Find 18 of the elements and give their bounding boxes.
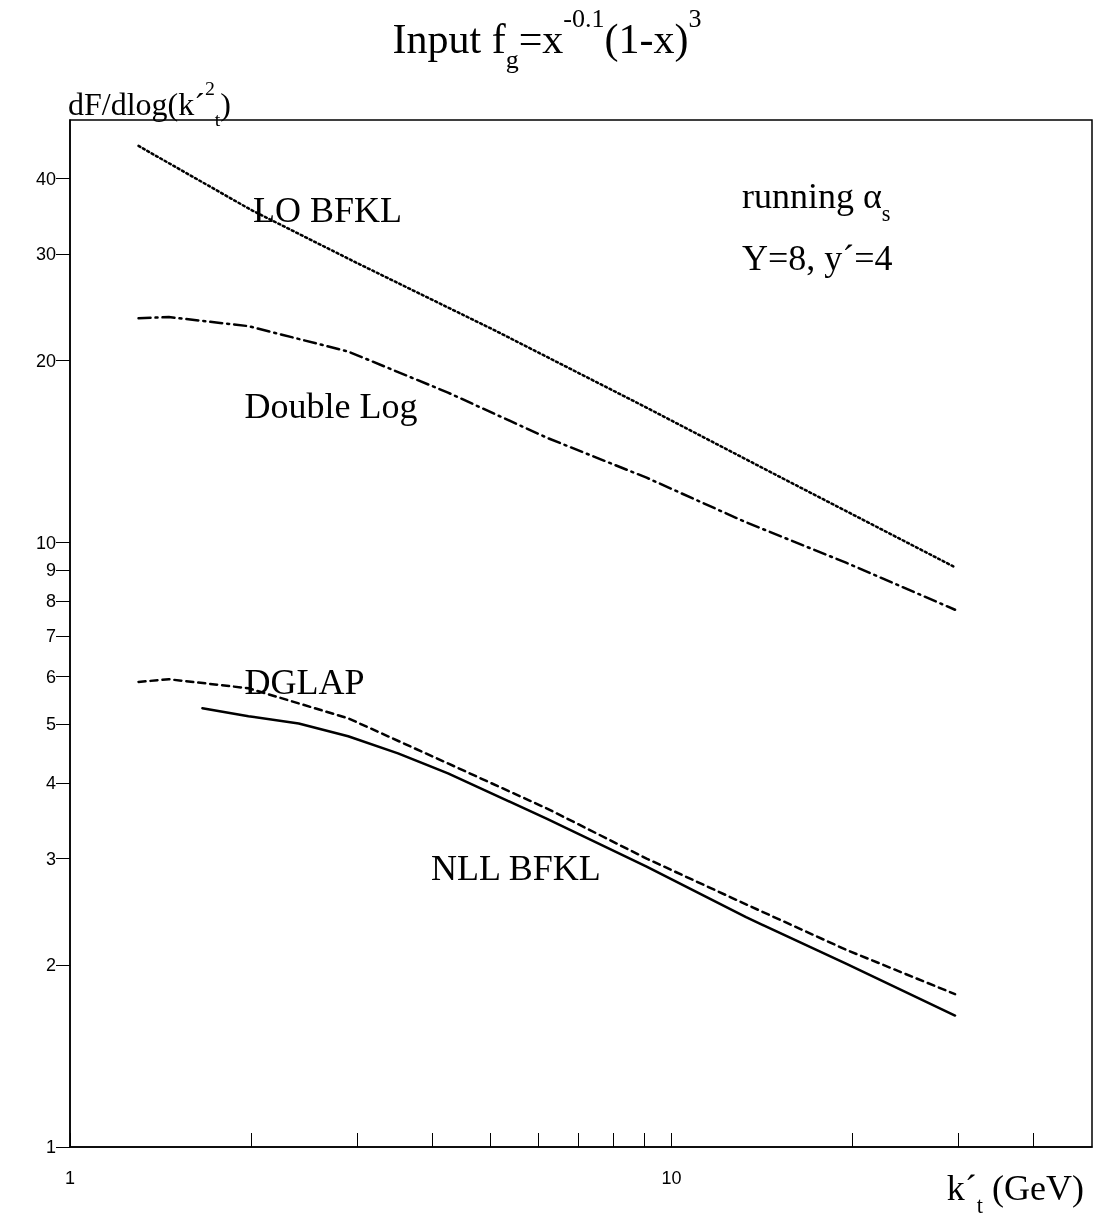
y-tick-label: 7	[45, 626, 56, 647]
y-tick-label: 4	[45, 773, 56, 794]
y-tick-label: 10	[35, 532, 56, 553]
y-tick-label: 2	[45, 955, 56, 976]
series-label: DGLAP	[244, 662, 365, 703]
y-tick-label: 8	[45, 591, 56, 612]
series-label: Double Log	[244, 386, 418, 427]
y-tick-label: 5	[45, 714, 56, 735]
y-tick-label: 30	[35, 244, 56, 265]
series-label: LO BFKL	[253, 189, 403, 230]
y-tick-label: 40	[35, 168, 56, 189]
series-label: NLL BFKL	[431, 848, 601, 889]
y-tick-label: 3	[45, 848, 56, 869]
y-tick-label: 20	[35, 350, 56, 371]
y-tick-label: 9	[45, 560, 56, 581]
y-tick-label: 1	[45, 1137, 56, 1157]
y-tick-label: 6	[45, 666, 56, 687]
annotation: Y=8, y´=4	[742, 238, 893, 278]
